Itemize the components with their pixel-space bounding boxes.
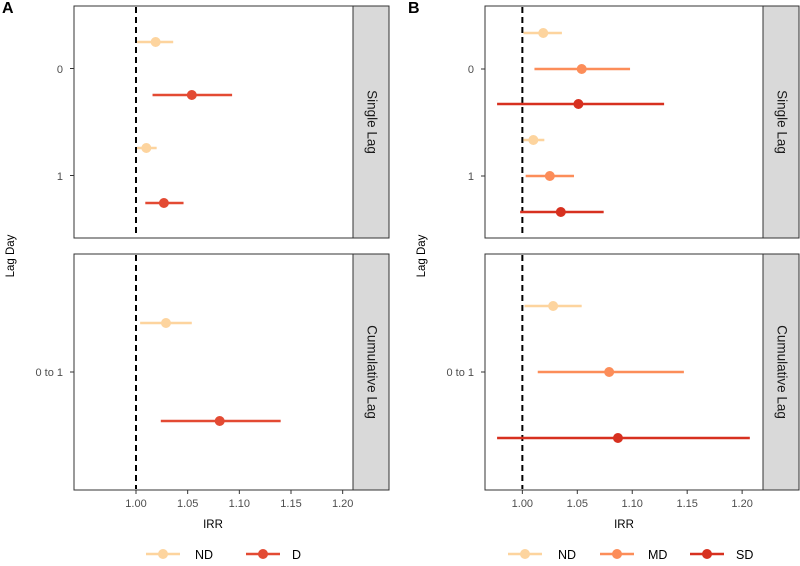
panel-a-point-d-0: [186, 90, 197, 100]
panel-a-facet-cumulative-plot-area: [73, 253, 354, 491]
legend-item-d: D: [246, 548, 301, 562]
panel-b: B Lag Day Single Lag 0 1 Cumulative Lag …: [408, 0, 800, 562]
panel-b-facet-single-strip-label: Single Lag: [774, 90, 789, 154]
panel-a-letter: A: [2, 0, 14, 17]
panel-b-x-axis-title: IRR: [614, 519, 634, 531]
legend-item-nd: ND: [508, 548, 576, 562]
panel-a-point-d-1: [158, 198, 169, 208]
x-tick-label: 1.15: [280, 498, 301, 510]
x-tick-label: 1.05: [567, 498, 588, 510]
legend-key-point: [258, 549, 268, 559]
legend-label-nd: ND: [195, 548, 213, 561]
x-tick-label: 1.20: [332, 498, 353, 510]
panel-a-reference-lines: [70, 7, 137, 489]
x-tick-label: 1.15: [676, 498, 697, 510]
panel-a-y-tick-label-0-to-1: 0 to 1: [35, 367, 63, 379]
panel-a-point-d-0-to-1: [214, 416, 225, 426]
panel-a-facet-cumulative-strip: [352, 253, 390, 491]
panel-a-facet-single-strip-label: Single Lag: [364, 90, 379, 154]
panel-a-legend: ND D: [146, 548, 301, 562]
legend-key-point: [702, 549, 712, 559]
x-tick-label: 1.05: [177, 498, 198, 510]
panel-b-facet-single-plot-area: [484, 5, 764, 239]
panel-b-point-nd-0-to-1: [548, 301, 559, 311]
legend-item-sd: SD: [690, 548, 753, 562]
panel-a-facet-single-plot-area: [73, 5, 354, 239]
legend-key-point: [158, 549, 168, 559]
panel-b-y-axis-title: Lag Day: [416, 234, 428, 277]
panel-a-point-nd-1: [141, 143, 152, 153]
panel-a-y-tick-label-1: 1: [57, 171, 63, 183]
legend-label-d: D: [292, 548, 301, 561]
panel-b-point-sd-0-to-1: [612, 433, 623, 443]
legend-label-nd: ND: [558, 548, 576, 561]
panel-a-facet-cumulative-strip-label: Cumulative Lag: [364, 325, 379, 419]
panel-b-legend: ND MD SD: [508, 548, 753, 562]
legend-key-point: [612, 549, 622, 559]
panel-a: A Lag Day Single Lag 0 1 Cumulative Lag …: [2, 0, 390, 562]
panel-b-point-md-0: [576, 64, 587, 74]
legend-label-sd: SD: [736, 548, 753, 561]
panel-b-y-tick-label-1: 1: [468, 171, 474, 183]
panel-a-x-axis-title: IRR: [203, 519, 223, 531]
panel-b-point-nd-1: [528, 135, 539, 145]
panel-b-facet-cumulative-strip: [762, 253, 800, 491]
panel-b-facet-single-strip: [762, 5, 800, 239]
legend-item-md: MD: [600, 548, 667, 562]
legend-key-point: [520, 549, 530, 559]
panel-a-facet-single-strip: [352, 5, 390, 239]
panel-b-point-sd-0: [573, 99, 584, 109]
x-tick-label: 1.20: [731, 498, 752, 510]
x-tick-label: 1.10: [622, 498, 643, 510]
legend-item-nd: ND: [146, 548, 213, 562]
panel-b-point-md-0-to-1: [604, 367, 615, 377]
panel-b-point-md-1: [544, 171, 555, 181]
panel-a-marks: [137, 37, 281, 426]
panel-b-x-axis: 1.00 1.05 1.10 1.15 1.20: [512, 490, 753, 510]
x-tick-label: 1.00: [512, 498, 533, 510]
panel-b-facet-cumulative-strip-label: Cumulative Lag: [774, 325, 789, 419]
x-tick-label: 1.10: [229, 498, 250, 510]
panel-a-y-tick-label-0: 0: [57, 64, 63, 76]
panel-a-y-axis-title: Lag Day: [5, 234, 17, 277]
legend-label-md: MD: [648, 548, 667, 561]
panel-b-point-sd-1: [555, 207, 566, 217]
panel-a-point-nd-0: [150, 37, 161, 47]
panel-b-marks: [497, 28, 750, 443]
x-tick-label: 1.00: [125, 498, 146, 510]
panel-b-y-tick-label-0: 0: [468, 64, 474, 76]
panel-a-point-nd-0-to-1: [160, 318, 171, 328]
panel-b-letter: B: [408, 0, 420, 17]
panel-b-point-nd-0: [538, 28, 549, 38]
panel-b-y-tick-label-0-to-1: 0 to 1: [446, 367, 474, 379]
panel-b-reference-lines: [481, 7, 524, 489]
panel-a-x-axis: 1.00 1.05 1.10 1.15 1.20: [125, 490, 353, 510]
